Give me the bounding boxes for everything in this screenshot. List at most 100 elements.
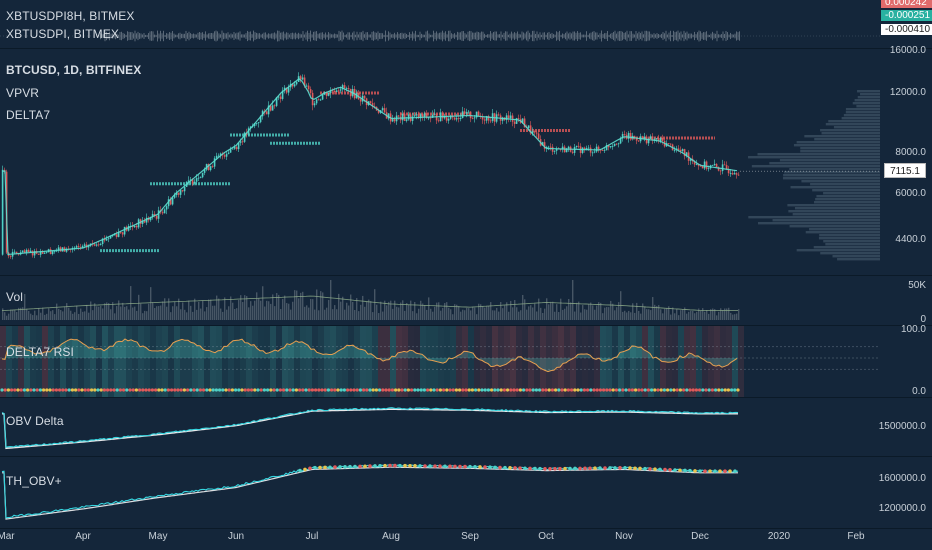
volume-bar — [32, 315, 34, 320]
funding-bar — [661, 33, 662, 39]
funding-bar — [571, 33, 572, 39]
funding-bar — [730, 32, 731, 40]
rsi-signal-dot — [560, 388, 564, 392]
funding-label-1[interactable]: XBTUSDPI8H, BITMEX — [6, 9, 135, 23]
candle-body — [73, 247, 76, 249]
rsi-signal-dot — [6, 388, 10, 392]
rsi-signal-dot — [259, 388, 263, 392]
volume-bar — [234, 308, 236, 320]
funding-bar — [220, 34, 221, 38]
candle-body — [21, 250, 24, 253]
rsi-signal-dot — [618, 388, 622, 392]
rsi-pane[interactable]: DELTA7 RSI — [0, 326, 880, 397]
pane-separator[interactable] — [0, 325, 932, 326]
funding-bar — [454, 33, 455, 39]
vpvr-bar — [828, 120, 880, 123]
rsi-zone — [546, 326, 552, 397]
rsi-zone — [24, 326, 30, 397]
time-axis[interactable] — [0, 529, 932, 550]
volume-bar — [98, 306, 100, 320]
candle-body — [423, 113, 426, 117]
volume-bar — [684, 307, 686, 320]
obv-delta-label[interactable]: OBV Delta — [6, 414, 64, 428]
rsi-signal-dot — [3, 388, 7, 392]
pane-separator[interactable] — [0, 275, 932, 276]
pane-separator[interactable] — [0, 456, 932, 457]
th-obv-pane[interactable]: TH_OBV+ — [0, 457, 880, 528]
th-obv-dot — [368, 464, 372, 468]
volume-bar — [214, 305, 216, 320]
candle-body — [529, 125, 532, 134]
candle-body — [347, 88, 350, 89]
th-obv-dot — [468, 464, 472, 469]
funding-bar — [259, 33, 260, 39]
rsi-zone — [426, 326, 432, 397]
volume-pane[interactable]: Vol — [0, 276, 880, 325]
funding-bar — [460, 32, 461, 40]
funding-pane[interactable]: XBTUSDPI8H, BITMEX XBTUSDPI, BITMEX — [0, 0, 880, 48]
pane-separator[interactable] — [0, 528, 932, 529]
candle-body — [1, 169, 4, 255]
candle-body — [77, 246, 80, 248]
rsi-signal-dot — [726, 388, 731, 392]
candle-body — [231, 148, 234, 150]
volume-bar — [648, 309, 650, 320]
obv-delta-axis[interactable]: 1500000.0 — [879, 398, 932, 456]
candle-body — [49, 249, 52, 255]
candle-body — [623, 134, 626, 135]
funding-bar — [736, 31, 737, 41]
volume-bar — [730, 312, 732, 320]
delta7-label[interactable]: DELTA7 — [6, 108, 51, 122]
funding-label-2[interactable]: XBTUSDPI, BITMEX — [6, 27, 119, 41]
rsi-zone — [510, 326, 516, 397]
candle-body — [117, 232, 120, 237]
th-obv-dot — [713, 469, 717, 473]
volume-bar — [46, 313, 48, 320]
funding-bar — [505, 31, 506, 41]
rsi-label[interactable]: DELTA7 RSI — [6, 345, 74, 359]
rsi-zone — [84, 326, 90, 397]
volume-bar — [640, 313, 642, 320]
price-axis[interactable]: 16000.0 12000.0 8000.0 6000.0 4400.0 — [880, 45, 932, 275]
volume-bar — [506, 302, 508, 320]
price-tick: 4400.0 — [895, 234, 926, 245]
rsi-signal-dot — [390, 388, 394, 392]
pane-separator[interactable] — [0, 48, 932, 49]
funding-bar — [529, 32, 530, 40]
obv-delta-pane[interactable]: OBV Delta — [0, 398, 880, 456]
symbol-label[interactable]: BTCUSD, 1D, BITFINEX — [6, 63, 142, 77]
funding-bar — [376, 32, 377, 40]
th-obv-dot — [683, 468, 687, 473]
vpvr-bar — [794, 207, 880, 210]
rsi-signal-dot — [307, 388, 311, 392]
volume-bar — [704, 311, 706, 320]
funding-bar — [688, 33, 689, 39]
volume-label[interactable]: Vol — [6, 290, 23, 304]
candle-body — [605, 145, 608, 151]
rsi-zone — [378, 326, 384, 397]
candle-body — [403, 113, 406, 121]
volume-bar — [212, 305, 214, 320]
rsi-zone — [258, 326, 264, 397]
price-pane[interactable]: BTCUSD, 1D, BITFINEX VPVR DELTA7 — [0, 49, 880, 275]
volume-axis[interactable]: 50K 0 — [880, 276, 932, 325]
th-obv-axis[interactable]: 1600000.0 1200000.0 — [879, 457, 932, 528]
rsi-signal-dot — [672, 388, 676, 392]
volume-bar — [418, 308, 420, 320]
th-obv-label[interactable]: TH_OBV+ — [6, 474, 62, 488]
rsi-signal-dot — [416, 388, 420, 392]
candle-body — [583, 147, 586, 150]
candle-body — [447, 118, 450, 121]
volume-bar — [324, 309, 326, 320]
vpvr-label[interactable]: VPVR — [6, 86, 40, 100]
funding-bar — [721, 34, 722, 38]
volume-bar — [560, 298, 562, 320]
pane-separator[interactable] — [0, 397, 932, 398]
rsi-zone — [78, 326, 84, 397]
volume-bar — [22, 307, 24, 320]
rsi-signal-dot — [422, 388, 426, 392]
rsi-signal-dot — [224, 388, 228, 392]
rsi-axis[interactable]: 100.0 0.0 — [880, 324, 932, 397]
rsi-signal-dot — [243, 388, 247, 392]
funding-bar — [151, 31, 152, 41]
